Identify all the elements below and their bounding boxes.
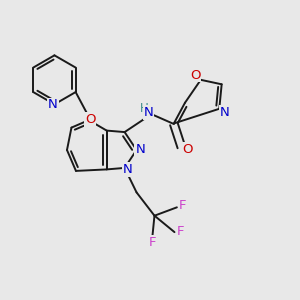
Text: N: N	[123, 163, 133, 176]
Text: N: N	[135, 143, 145, 156]
Text: O: O	[85, 113, 95, 126]
Text: F: F	[179, 199, 187, 212]
Text: N: N	[48, 98, 58, 111]
Text: H: H	[140, 102, 148, 115]
Text: O: O	[183, 143, 193, 156]
Text: F: F	[177, 225, 184, 238]
Text: F: F	[148, 236, 156, 249]
Text: O: O	[190, 68, 201, 82]
Text: N: N	[220, 106, 230, 119]
Text: N: N	[144, 106, 153, 119]
